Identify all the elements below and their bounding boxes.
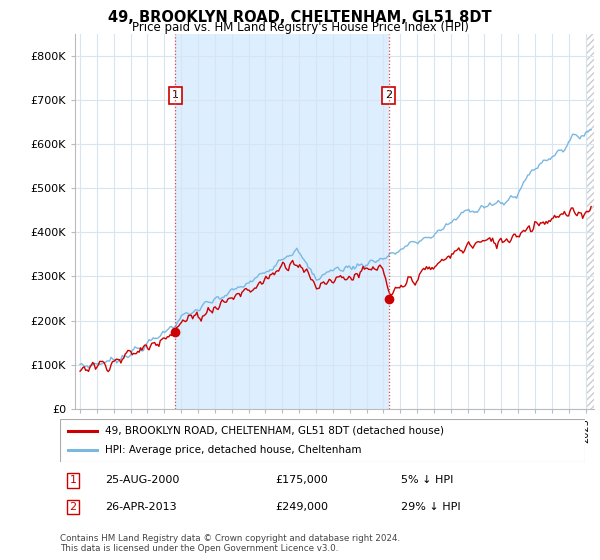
Text: £249,000: £249,000 [275, 502, 328, 512]
Bar [175, 34, 389, 409]
Text: 2: 2 [70, 502, 77, 512]
Text: £175,000: £175,000 [275, 475, 328, 486]
Text: 49, BROOKLYN ROAD, CHELTENHAM, GL51 8DT: 49, BROOKLYN ROAD, CHELTENHAM, GL51 8DT [108, 10, 492, 25]
Text: 2: 2 [385, 90, 392, 100]
Text: 1: 1 [70, 475, 77, 486]
Text: 26-APR-2013: 26-APR-2013 [104, 502, 176, 512]
Text: HPI: Average price, detached house, Cheltenham: HPI: Average price, detached house, Chel… [104, 445, 361, 455]
Text: 25-AUG-2000: 25-AUG-2000 [104, 475, 179, 486]
Text: 29% ↓ HPI: 29% ↓ HPI [401, 502, 461, 512]
Text: Price paid vs. HM Land Registry's House Price Index (HPI): Price paid vs. HM Land Registry's House … [131, 21, 469, 34]
Text: 5% ↓ HPI: 5% ↓ HPI [401, 475, 454, 486]
Text: Contains HM Land Registry data © Crown copyright and database right 2024.
This d: Contains HM Land Registry data © Crown c… [60, 534, 400, 553]
Text: 1: 1 [172, 90, 179, 100]
Bar [586, 34, 594, 409]
Text: 49, BROOKLYN ROAD, CHELTENHAM, GL51 8DT (detached house): 49, BROOKLYN ROAD, CHELTENHAM, GL51 8DT … [104, 426, 443, 436]
